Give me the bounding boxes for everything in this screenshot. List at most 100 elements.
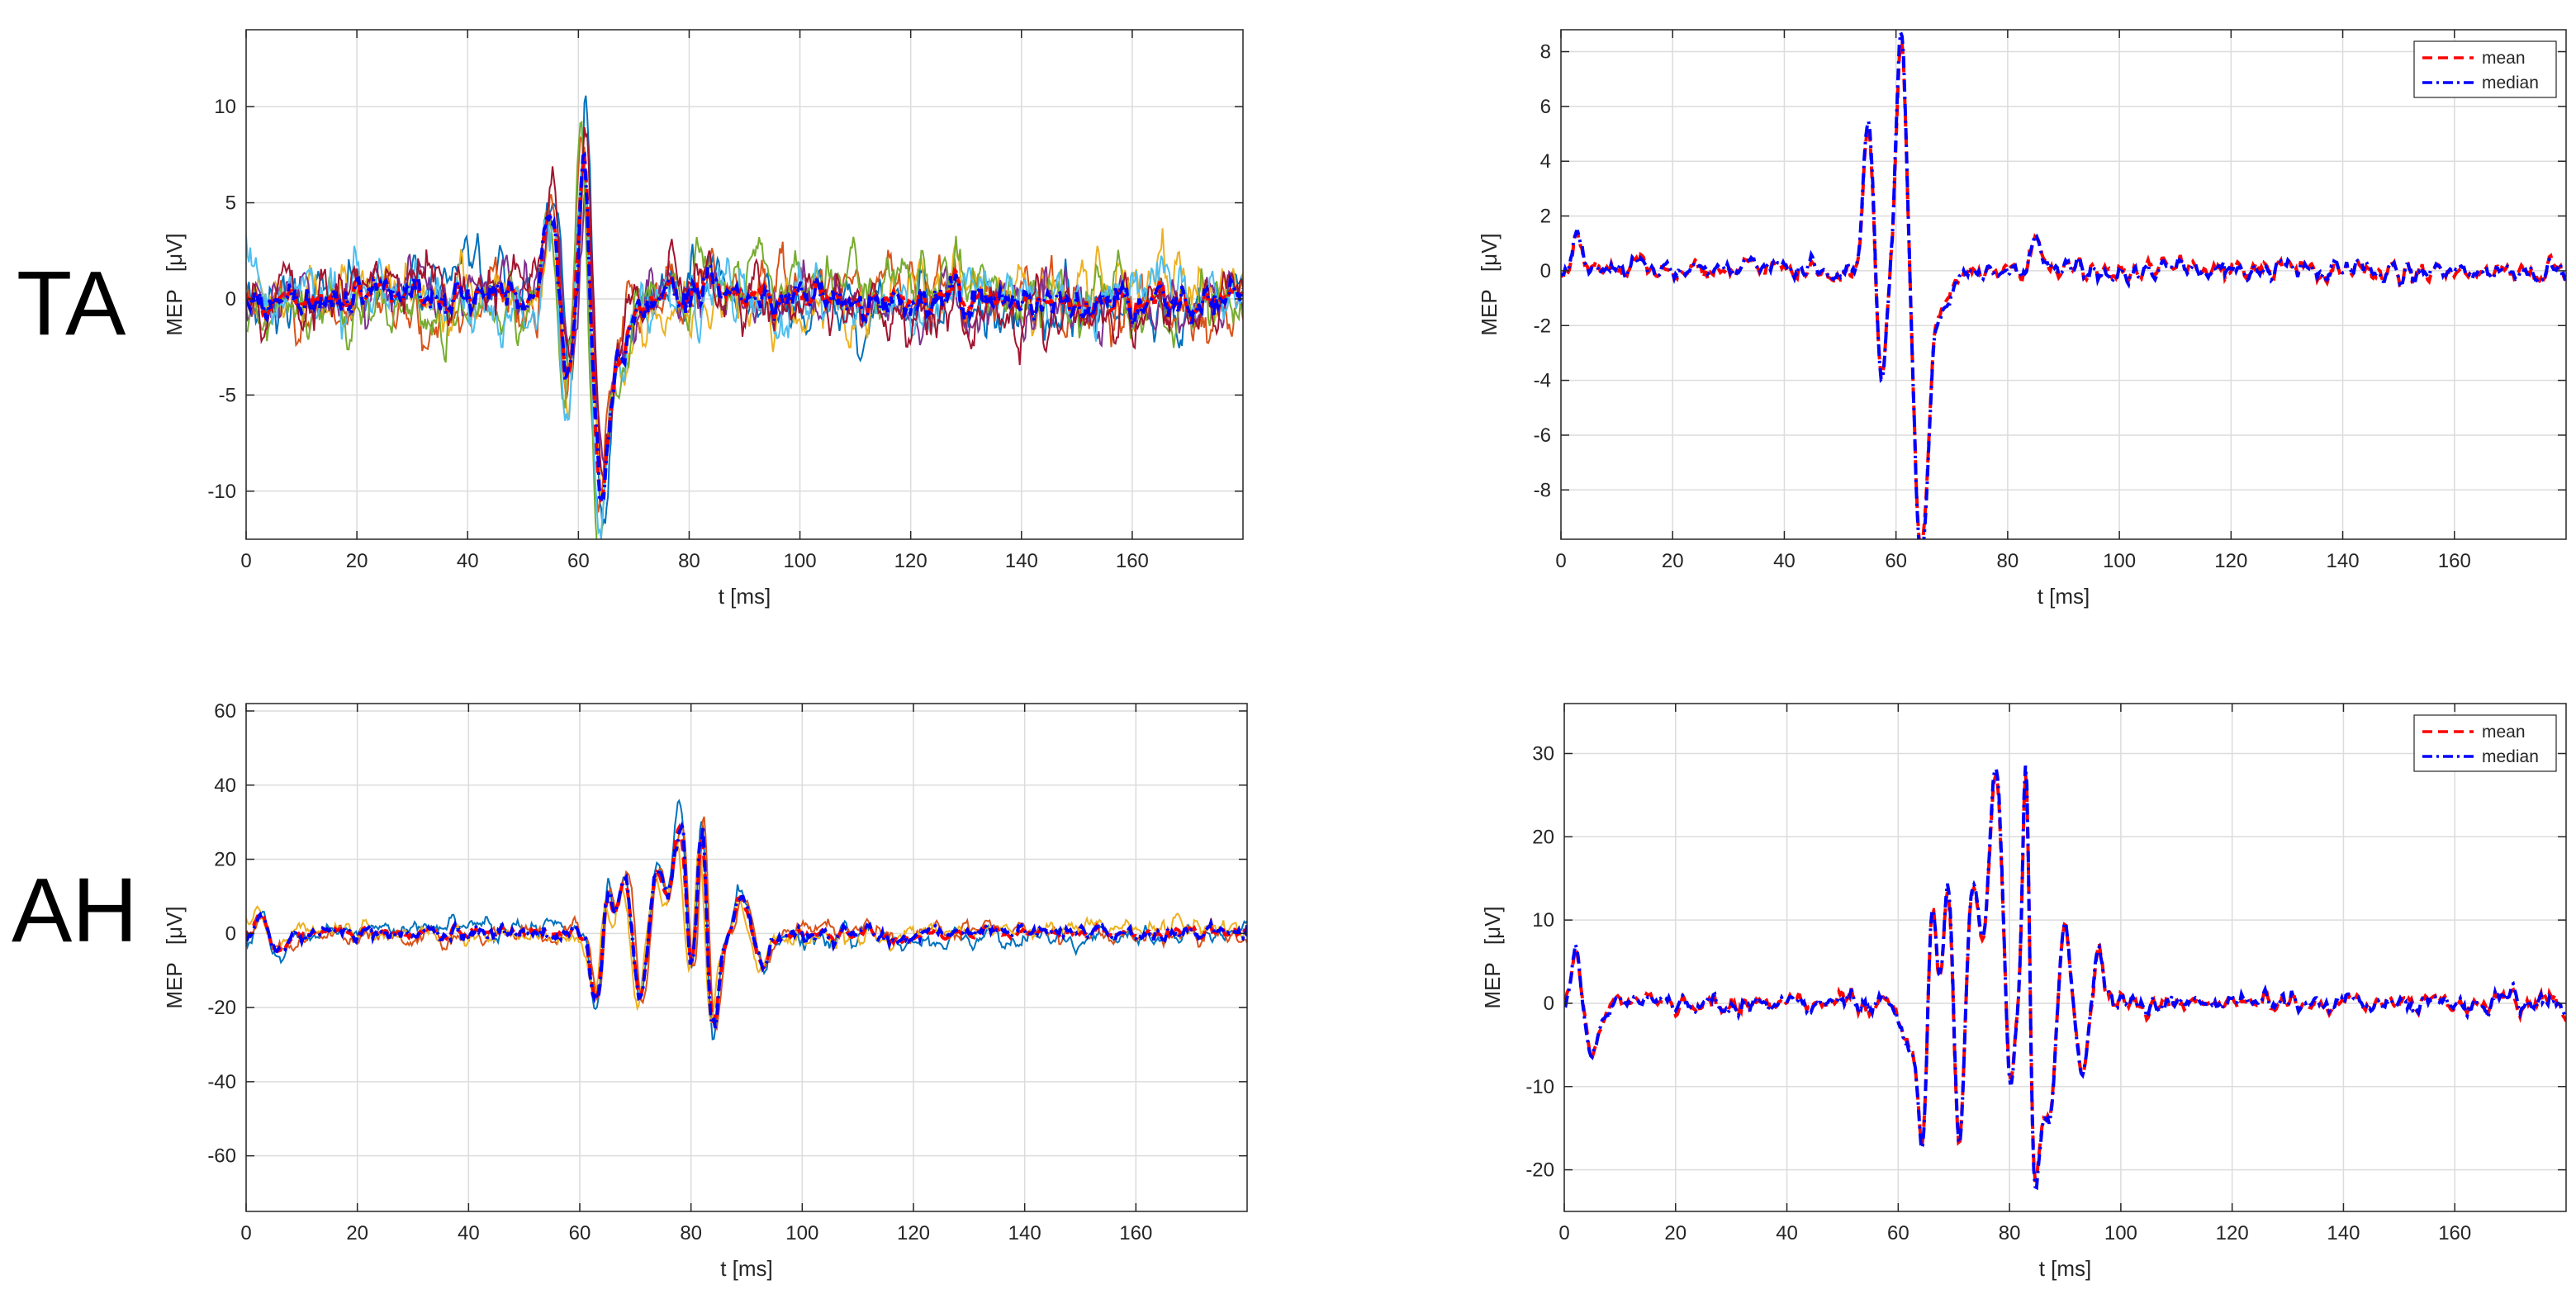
x-tick-label: 80 [1999,1222,2021,1244]
x-axis-label: t [ms] [720,1256,773,1281]
x-tick-label: 20 [346,1222,368,1244]
trial-line-4 [246,190,1243,465]
y-tick-label: 20 [214,849,236,871]
y-tick-label: 10 [1532,909,1554,931]
legend-box [2413,714,2557,772]
legend-label-mean: mean [2482,723,2526,742]
y-tick-label: 0 [1544,993,1554,1015]
x-tick-label: 100 [784,550,817,572]
x-tick-label: 120 [894,550,927,572]
x-axis-label: t [ms] [2039,1256,2092,1281]
x-tick-label: 140 [1005,550,1038,572]
y-tick-label: 5 [225,192,236,215]
y-tick-label: 2 [1540,206,1551,228]
legend-label-median: median [2482,73,2539,92]
legend-label-mean: mean [2482,49,2526,68]
x-tick-label: 140 [1008,1222,1041,1244]
axes-box [1563,703,2567,1212]
x-tick-label: 60 [569,1222,591,1244]
y-tick-label: 20 [1532,826,1554,848]
x-tick-label: 20 [1664,1222,1686,1244]
chart-ta-trials: 0 20 40 60 80 100 120 140 160 -10 -5 0 5 10 t [ms] MEP … [162,29,1244,609]
y-tick-label: -4 [1534,370,1551,392]
x-tick-label: 80 [678,550,700,572]
x-tick-label: 60 [567,550,590,572]
plot-area [1564,704,2566,1211]
x-tick-label: 140 [2327,550,2360,572]
y-tick-label: -20 [1525,1159,1554,1182]
trial-line-1 [246,799,1247,1040]
x-tick-label: 40 [1773,550,1796,572]
y-tick-label: 8 [1540,41,1551,64]
axes-box [245,29,1244,540]
x-tick-label: 160 [1119,1222,1152,1244]
x-tick-label: 0 [1558,1222,1569,1244]
x-tick-label: 20 [1662,550,1684,572]
y-tick-label: 60 [214,700,236,723]
x-tick-label: 80 [1997,550,2019,572]
trial-line-7 [246,126,1243,481]
y-axis-label: MEP [μV] [162,233,187,335]
y-axis-label: MEP [μV] [1477,233,1501,335]
row-label-ah: AH [12,860,138,961]
x-tick-label: 100 [785,1222,818,1244]
y-tick-label: -8 [1534,479,1551,501]
axes-box [245,703,1248,1212]
x-tick-label: 0 [240,550,251,572]
y-tick-label: -10 [1525,1076,1554,1098]
x-tick-label: 120 [2214,550,2247,572]
x-tick-label: 60 [1885,550,1907,572]
y-tick-label: -20 [207,997,236,1019]
y-tick-label: 40 [214,775,236,797]
y-tick-label: 0 [225,922,236,945]
x-tick-label: 160 [1116,550,1149,572]
chart-ah-trials: 0 20 40 60 80 100 120 140 160 -60 -40 -20 0 20 40 60 t [… [162,700,1248,1281]
series-median-line [1561,31,2566,539]
legend: mean median [2413,714,2557,772]
x-tick-label: 20 [346,550,368,572]
y-tick-label: 4 [1540,150,1551,173]
y-tick-label: 6 [1540,96,1551,118]
series-median-line [246,821,1247,1029]
x-tick-label: 80 [680,1222,702,1244]
x-tick-label: 140 [2327,1222,2360,1244]
chart-ta-summary: 0 20 40 60 80 100 120 140 160 -8 -6 -4 -2 0 2 4 6 8 t [ms]… [1477,29,2567,609]
y-tick-label: 10 [214,96,236,118]
series-median-line [1564,765,2566,1191]
x-tick-label: 120 [2216,1222,2249,1244]
x-tick-label: 40 [458,1222,480,1244]
y-tick-label: -2 [1534,315,1551,337]
y-tick-label: -5 [219,384,236,406]
x-tick-label: 0 [1555,550,1566,572]
x-tick-label: 40 [1776,1222,1798,1244]
x-tick-label: 100 [2104,1222,2137,1244]
y-tick-label: -40 [207,1071,236,1093]
y-tick-label: -6 [1534,424,1551,447]
y-axis-label: MEP [μV] [1480,906,1505,1008]
x-tick-label: 120 [897,1222,930,1244]
series-mean-line [246,822,1247,1026]
legend-label-median: median [2482,747,2539,766]
plot-area [246,704,1247,1211]
x-tick-label: 100 [2103,550,2136,572]
axes-box [1560,29,2567,540]
y-tick-label: 0 [1540,260,1551,282]
x-tick-label: 160 [2438,550,2471,572]
x-tick-label: 60 [1887,1222,1909,1244]
y-tick-label: 0 [225,288,236,310]
y-tick-label: 30 [1532,742,1554,765]
y-tick-label: -10 [207,481,236,503]
y-tick-label: -60 [207,1145,236,1168]
x-axis-label: t [ms] [719,584,771,609]
legend: mean median [2413,40,2557,98]
x-tick-label: 0 [240,1222,251,1244]
row-label-ta: TA [17,253,126,354]
y-axis-label: MEP [μV] [162,906,187,1008]
x-tick-label: 40 [457,550,479,572]
x-axis-label: t [ms] [2038,584,2090,609]
legend-box [2413,40,2557,98]
series-median-line [246,151,1243,506]
x-tick-label: 160 [2438,1222,2471,1244]
chart-ah-summary: 0 20 40 60 80 100 120 140 160 -20 -10 0 10 20 30 t [ms]… [1480,703,2567,1281]
